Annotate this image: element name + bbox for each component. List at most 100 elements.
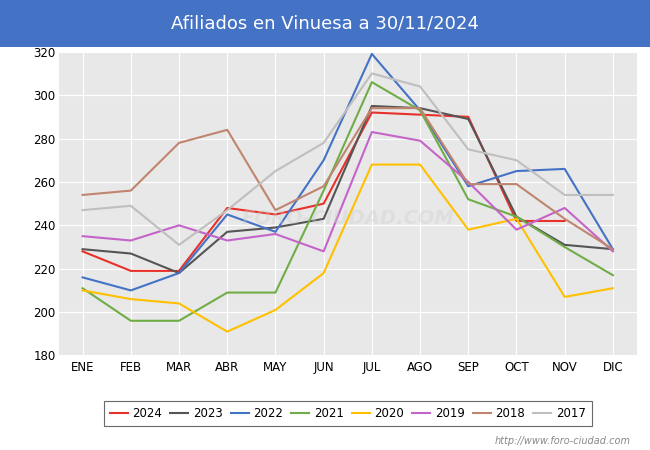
2020 <box>127 297 135 302</box>
2024 <box>79 249 86 254</box>
2024 <box>513 218 521 224</box>
2020 <box>513 216 521 221</box>
2022 <box>368 51 376 57</box>
2017 <box>272 168 280 174</box>
2019 <box>175 223 183 228</box>
2018 <box>416 105 424 111</box>
2018 <box>224 127 231 133</box>
2020 <box>272 307 280 313</box>
2021 <box>368 79 376 85</box>
2021 <box>513 214 521 219</box>
2019 <box>609 249 617 254</box>
2020 <box>320 270 328 276</box>
2022 <box>513 168 521 174</box>
2023 <box>320 216 328 221</box>
2022 <box>609 247 617 252</box>
2024 <box>416 112 424 117</box>
Line: 2023: 2023 <box>83 106 613 273</box>
2024 <box>320 201 328 206</box>
2022 <box>175 270 183 276</box>
2023 <box>368 104 376 109</box>
2023 <box>175 270 183 276</box>
Text: FORO-CIUDAD.COM: FORO-CIUDAD.COM <box>241 209 454 228</box>
2020 <box>224 329 231 334</box>
2017 <box>224 207 231 213</box>
2021 <box>464 197 472 202</box>
2017 <box>320 140 328 145</box>
2017 <box>79 207 86 213</box>
2023 <box>127 251 135 256</box>
2023 <box>561 242 569 248</box>
2024 <box>127 268 135 274</box>
2022 <box>127 288 135 293</box>
Line: 2018: 2018 <box>83 108 613 249</box>
2017 <box>609 192 617 198</box>
2017 <box>175 242 183 248</box>
2024 <box>464 114 472 120</box>
2018 <box>320 184 328 189</box>
2024 <box>175 268 183 274</box>
Line: 2020: 2020 <box>83 165 613 332</box>
2021 <box>272 290 280 295</box>
2021 <box>175 318 183 324</box>
2023 <box>464 116 472 122</box>
2018 <box>175 140 183 145</box>
2022 <box>320 158 328 163</box>
2024 <box>224 205 231 211</box>
2024 <box>272 212 280 217</box>
2020 <box>416 162 424 167</box>
2022 <box>224 212 231 217</box>
2023 <box>272 225 280 230</box>
2017 <box>127 203 135 208</box>
Line: 2017: 2017 <box>83 73 613 245</box>
2019 <box>272 231 280 237</box>
2018 <box>561 216 569 221</box>
2018 <box>609 247 617 252</box>
2021 <box>561 244 569 250</box>
2023 <box>79 247 86 252</box>
2019 <box>224 238 231 243</box>
2018 <box>464 181 472 187</box>
2018 <box>513 181 521 187</box>
2017 <box>368 71 376 76</box>
2019 <box>79 234 86 239</box>
2019 <box>416 138 424 144</box>
2019 <box>127 238 135 243</box>
2018 <box>272 207 280 213</box>
2022 <box>561 166 569 171</box>
2020 <box>464 227 472 232</box>
2020 <box>79 288 86 293</box>
2021 <box>609 273 617 278</box>
2022 <box>272 229 280 234</box>
2018 <box>368 105 376 111</box>
2019 <box>368 129 376 135</box>
2019 <box>561 205 569 211</box>
2023 <box>609 247 617 252</box>
2017 <box>513 158 521 163</box>
2019 <box>464 179 472 184</box>
2019 <box>320 249 328 254</box>
2021 <box>224 290 231 295</box>
2023 <box>416 105 424 111</box>
2018 <box>127 188 135 194</box>
Legend: 2024, 2023, 2022, 2021, 2020, 2019, 2018, 2017: 2024, 2023, 2022, 2021, 2020, 2019, 2018… <box>104 401 592 426</box>
2022 <box>416 108 424 113</box>
2024 <box>368 110 376 115</box>
2020 <box>175 301 183 306</box>
Line: 2019: 2019 <box>83 132 613 252</box>
2024 <box>561 218 569 224</box>
2021 <box>416 108 424 113</box>
2017 <box>561 192 569 198</box>
Text: Afiliados en Vinuesa a 30/11/2024: Afiliados en Vinuesa a 30/11/2024 <box>171 14 479 33</box>
Line: 2024: 2024 <box>83 112 565 271</box>
2022 <box>79 274 86 280</box>
Line: 2022: 2022 <box>83 54 613 290</box>
2020 <box>561 294 569 300</box>
2021 <box>320 188 328 194</box>
Text: http://www.foro-ciudad.com: http://www.foro-ciudad.com <box>495 436 630 446</box>
2023 <box>513 214 521 219</box>
2020 <box>609 286 617 291</box>
2018 <box>79 192 86 198</box>
2020 <box>368 162 376 167</box>
2021 <box>79 286 86 291</box>
